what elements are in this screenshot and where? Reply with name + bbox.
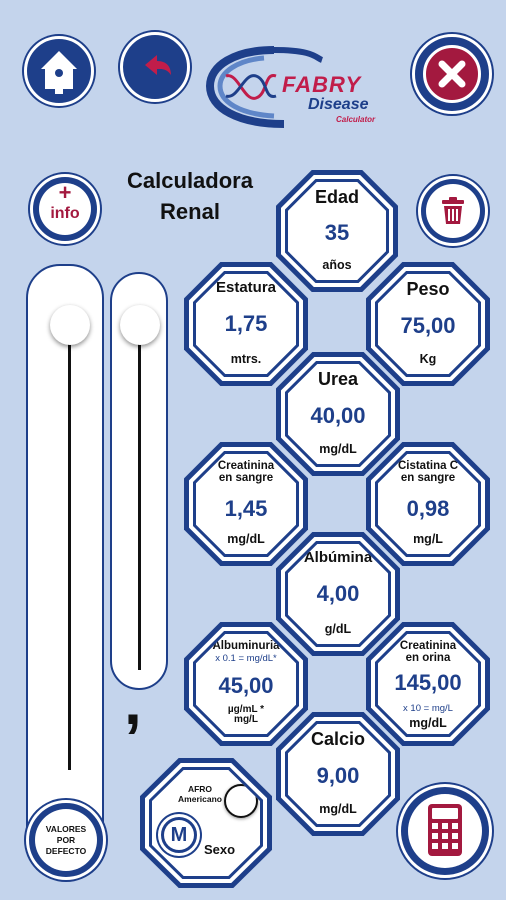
field-creatinina-sangre-unit: mg/dL <box>227 531 265 546</box>
field-albumina-unit: g/dL <box>324 621 352 636</box>
back-arrow-icon <box>145 55 171 75</box>
decimal-slider-handle[interactable] <box>120 305 160 345</box>
back-button[interactable] <box>120 32 190 102</box>
logo-fabry-text: FABRY <box>282 72 362 97</box>
comma-label: , <box>124 666 142 738</box>
page-title-line1: Calculadora <box>127 168 253 193</box>
field-creatinina-sangre-value: 1,45 <box>224 495 268 521</box>
trash-icon <box>442 197 464 224</box>
info-button[interactable]: + info <box>30 174 100 244</box>
field-creatinina-sangre[interactable]: Creatinina en sangre 1,45 mg/dL <box>184 442 308 566</box>
field-estatura[interactable]: Estatura 1,75 mtrs. <box>184 262 308 386</box>
close-button[interactable] <box>412 34 492 114</box>
field-estatura-value: 1,75 <box>224 311 268 337</box>
field-creatinina-orina-label: Creatinina en orina <box>399 640 457 665</box>
field-creatinina-orina[interactable]: Creatinina en orina 145,00 x 10 = mg/L m… <box>366 622 490 746</box>
calculator-icon <box>428 804 462 856</box>
field-calcio-unit: mg/dL <box>319 801 357 816</box>
field-peso-value: 75,00 <box>400 312 456 338</box>
field-estatura-unit: mtrs. <box>230 351 262 366</box>
field-albuminuria-factor: x 0.1 = mg/dL* <box>215 653 277 665</box>
field-calcio-label: Calcio <box>310 729 366 749</box>
field-urea[interactable]: Urea 40,00 mg/dL <box>276 352 400 476</box>
field-creatinina-orina-factor: x 10 = mg/L <box>403 703 453 715</box>
field-calcio[interactable]: Calcio 9,00 mg/dL <box>276 712 400 836</box>
field-cistatina-label: Cistatina C en sangre <box>397 460 459 485</box>
logo-calculator-text: Calculator <box>336 115 376 124</box>
field-edad[interactable]: Edad 35 años <box>276 170 398 292</box>
field-peso-label: Peso <box>406 279 450 299</box>
field-peso-unit: Kg <box>419 351 437 366</box>
field-albumina[interactable]: Albúmina 4,00 g/dL <box>276 532 400 656</box>
field-edad-label: Edad <box>314 187 359 207</box>
close-icon <box>438 60 466 88</box>
logo-disease-text: Disease <box>308 96 369 113</box>
field-albumina-value: 4,00 <box>316 581 360 607</box>
app-logo: FABRY Disease Calculator <box>204 42 400 130</box>
field-urea-value: 40,00 <box>310 402 366 428</box>
field-albuminuria-value: 45,00 <box>218 672 274 698</box>
afro-american-label: AFRO Americano <box>178 784 222 804</box>
field-edad-value: 35 <box>324 219 350 245</box>
info-label: info <box>50 205 80 222</box>
page-title-line2: Renal <box>160 199 220 224</box>
field-albuminuria-unit: µg/mL * mg/L <box>227 703 265 725</box>
field-estatura-label: Estatura <box>215 279 277 296</box>
field-urea-label: Urea <box>317 369 359 389</box>
integer-slider-rail <box>68 342 71 770</box>
sex-value: M <box>170 823 188 846</box>
field-calcio-value: 9,00 <box>316 762 360 788</box>
field-creatinina-orina-unit: mg/dL <box>409 715 447 730</box>
field-edad-unit: años <box>322 257 352 272</box>
integer-slider-handle[interactable] <box>50 305 90 345</box>
field-albuminuria[interactable]: Albuminuria x 0.1 = mg/dL* 45,00 µg/mL *… <box>184 622 308 746</box>
calculate-button[interactable] <box>398 784 492 878</box>
field-cistatina-value: 0,98 <box>406 495 450 521</box>
page-title: Calculadora Renal <box>110 165 270 227</box>
field-albuminuria-label: Albuminuria <box>212 640 280 652</box>
field-cistatina-unit: mg/L <box>413 531 443 546</box>
home-icon <box>41 51 77 94</box>
field-peso[interactable]: Peso 75,00 Kg <box>366 262 490 386</box>
sex-selector[interactable]: AFRO Americano M Sexo <box>140 758 272 888</box>
integer-slider-track[interactable] <box>26 264 104 876</box>
sex-label: Sexo <box>204 842 236 857</box>
defaults-button-label: VALORES POR DEFECTO <box>45 823 87 856</box>
field-albumina-label: Albúmina <box>303 549 373 566</box>
sex-toggle[interactable]: M <box>158 814 200 856</box>
decimal-slider-rail <box>138 340 141 670</box>
field-creatinina-orina-value: 145,00 <box>394 670 462 696</box>
home-button[interactable] <box>24 36 94 106</box>
clear-button[interactable] <box>418 176 488 246</box>
field-cistatina[interactable]: Cistatina C en sangre 0,98 mg/L <box>366 442 490 566</box>
plus-icon: + <box>58 180 72 205</box>
field-creatinina-sangre-label: Creatinina en sangre <box>217 460 275 485</box>
defaults-button[interactable]: VALORES POR DEFECTO <box>26 800 106 880</box>
field-urea-unit: mg/dL <box>319 441 357 456</box>
dna-logo-icon <box>205 46 324 128</box>
